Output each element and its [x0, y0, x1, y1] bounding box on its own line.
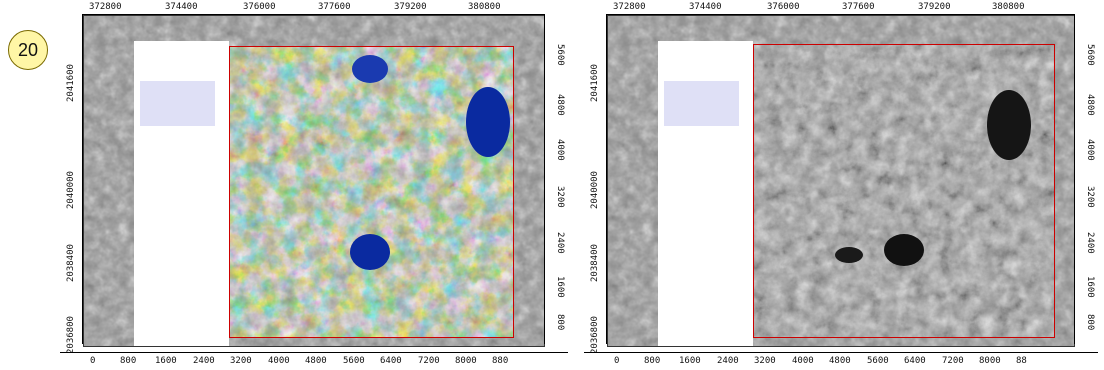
right-tick: 2400 — [1085, 232, 1095, 254]
bottom-tick: 7200 — [418, 356, 440, 366]
right-tick: 1600 — [1085, 276, 1095, 298]
right-tick: 4000 — [1085, 139, 1095, 161]
right-tick: 800 — [555, 314, 565, 331]
bottom-tick: 4800 — [305, 356, 327, 366]
right-tick: 800 — [1085, 314, 1095, 331]
bottom-tick: 800 — [120, 356, 137, 366]
right-tick: 3200 — [555, 186, 565, 208]
bottom-tick: 5600 — [867, 356, 889, 366]
top-coordinate-ruler: 372800 374400 376000 377600 379200 38080… — [584, 0, 1098, 15]
bottom-pixel-ruler: 0 800 1600 2400 3200 4000 4800 5600 6400… — [584, 352, 1098, 369]
right-tick: 4800 — [555, 94, 565, 116]
map-view-false-color[interactable] — [83, 15, 545, 347]
bottom-tick: 1600 — [679, 356, 701, 366]
right-tick: 2400 — [555, 232, 565, 254]
bottom-tick: 800 — [644, 356, 661, 366]
top-tick: 374400 — [689, 2, 722, 12]
layout-legend-area — [134, 41, 229, 346]
bottom-tick: 7200 — [942, 356, 964, 366]
top-tick: 374400 — [165, 2, 198, 12]
right-tick: 5600 — [555, 44, 565, 66]
panchromatic-raster — [753, 44, 1055, 338]
top-tick: 376000 — [767, 2, 800, 12]
top-tick: 379200 — [918, 2, 951, 12]
step-number-badge: 20 — [8, 30, 48, 70]
bottom-tick: 5600 — [343, 356, 365, 366]
top-tick: 377600 — [318, 2, 351, 12]
water-body — [466, 87, 510, 157]
bottom-tick: 0 — [90, 356, 96, 366]
right-tick: 1600 — [555, 276, 565, 298]
left-tick: 2038400 — [66, 244, 76, 282]
bottom-tick: 3200 — [754, 356, 776, 366]
raster-image — [754, 45, 1054, 337]
top-tick: 380800 — [468, 2, 501, 12]
map-panel-false-color: 372800 374400 376000 377600 379200 38080… — [60, 0, 569, 370]
left-tick: 2040000 — [66, 171, 76, 209]
top-tick: 379200 — [394, 2, 427, 12]
top-tick: 377600 — [842, 2, 875, 12]
map-panel-grayscale: 372800 374400 376000 377600 379200 38080… — [584, 0, 1099, 370]
left-coordinate-ruler: 2041600 2040000 2038400 2036800 — [584, 14, 607, 354]
bottom-tick: 0 — [614, 356, 620, 366]
bottom-tick: 2400 — [717, 356, 739, 366]
left-tick: 2040000 — [590, 171, 600, 209]
left-coordinate-ruler: 2041600 2040000 2038400 2036800 — [60, 14, 83, 354]
left-tick: 2041600 — [590, 64, 600, 102]
bottom-tick: 3200 — [230, 356, 252, 366]
bottom-tick: 88 — [1016, 356, 1027, 366]
bottom-tick: 4800 — [829, 356, 851, 366]
left-tick: 2041600 — [66, 64, 76, 102]
top-tick: 372800 — [613, 2, 646, 12]
left-tick: 2038400 — [590, 244, 600, 282]
right-coordinate-ruler: 5600 4800 4000 3200 2400 1600 800 — [1074, 14, 1099, 344]
layout-legend-area — [658, 41, 753, 346]
bottom-tick: 8000 — [455, 356, 477, 366]
bottom-tick: 4000 — [792, 356, 814, 366]
raster-image — [230, 47, 513, 337]
top-tick: 372800 — [89, 2, 122, 12]
right-tick: 4800 — [1085, 94, 1095, 116]
ndvi-raster-false-color — [229, 46, 514, 338]
bottom-tick: 6400 — [904, 356, 926, 366]
top-tick: 376000 — [243, 2, 276, 12]
bottom-tick: 1600 — [155, 356, 177, 366]
inset-map — [664, 81, 739, 126]
bottom-tick: 8000 — [979, 356, 1001, 366]
top-tick: 380800 — [992, 2, 1025, 12]
right-tick: 5600 — [1085, 44, 1095, 66]
bottom-pixel-ruler: 0 800 1600 2400 3200 4000 4800 5600 6400… — [60, 352, 568, 369]
top-coordinate-ruler: 372800 374400 376000 377600 379200 38080… — [60, 0, 568, 15]
right-tick: 4000 — [555, 139, 565, 161]
water-body — [884, 234, 924, 266]
water-body — [352, 55, 388, 83]
left-tick: 2036800 — [66, 316, 76, 354]
inset-map — [140, 81, 215, 126]
water-body — [835, 247, 863, 263]
right-coordinate-ruler: 5600 4800 4000 3200 2400 1600 800 — [544, 14, 569, 344]
bottom-tick: 4000 — [268, 356, 290, 366]
right-tick: 3200 — [1085, 186, 1095, 208]
bottom-tick: 880 — [492, 356, 509, 366]
water-body — [350, 234, 390, 270]
left-tick: 2036800 — [590, 316, 600, 354]
bottom-tick: 2400 — [193, 356, 215, 366]
map-view-grayscale[interactable] — [607, 15, 1075, 347]
water-body — [987, 90, 1031, 160]
bottom-tick: 6400 — [380, 356, 402, 366]
